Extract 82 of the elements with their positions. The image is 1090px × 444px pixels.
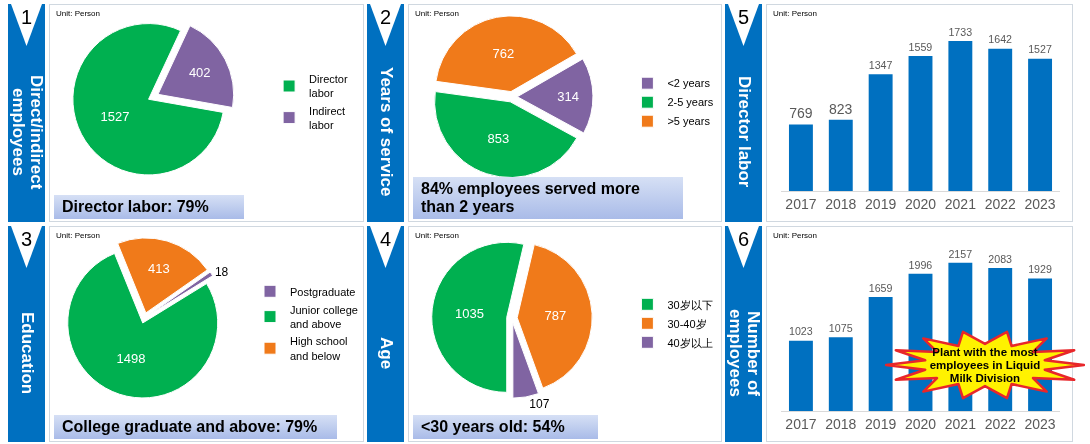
text: 4 (378, 228, 393, 251)
text: Age (376, 336, 396, 370)
data-label: 769 (789, 105, 813, 122)
legend-label: Indirect labor (309, 104, 346, 132)
text: Unit: Person (56, 9, 101, 18)
x-tick-label: 2021 (944, 195, 977, 212)
legend-label: <2 years (667, 77, 711, 90)
text: Years of service (376, 67, 396, 197)
data-label: 1075 (828, 321, 853, 334)
text: Direct/indirect employees (8, 73, 46, 192)
text: 3 (19, 228, 34, 251)
x-tick-label: 2017 (785, 415, 817, 432)
legend-label: 2-5 years (667, 96, 714, 109)
text: 5 (736, 6, 751, 29)
data-label: 402 (188, 65, 211, 81)
x-tick-label: 2023 (1024, 415, 1056, 432)
data-label: 1527 (1028, 43, 1052, 56)
text: Director labor: 79% (54, 195, 244, 219)
data-label: 1559 (908, 40, 933, 53)
bar (988, 48, 1013, 191)
bar (948, 40, 973, 191)
bar (788, 124, 813, 191)
data-label: 1527 (100, 109, 130, 125)
legend-label: 30岁以下 (667, 298, 713, 311)
x-tick-label: 2017 (785, 195, 817, 212)
legend-label: Postgraduate (290, 285, 356, 298)
data-label: 823 (829, 100, 853, 117)
legend-label: High school and below (290, 335, 348, 362)
text: Unit: Person (415, 231, 460, 240)
data-label: 1498 (116, 351, 146, 367)
text: Education (17, 311, 37, 395)
x-tick-label: 2023 (1024, 195, 1056, 212)
x-tick-label: 2018 (825, 195, 857, 212)
text: <30 years old: 54% (413, 415, 598, 439)
data-label: 762 (492, 45, 515, 61)
x-tick-label: 2019 (865, 415, 897, 432)
legend-label: 30-40岁 (667, 317, 707, 330)
x-tick-label: 2022 (984, 195, 1016, 212)
data-label: 2083 (988, 252, 1013, 265)
data-label: 1347 (868, 59, 893, 72)
x-tick-label: 2018 (825, 415, 857, 432)
bar (788, 340, 813, 411)
legend-label: Director labor (309, 73, 348, 100)
x-tick-label: 2022 (984, 415, 1016, 432)
text: Unit: Person (56, 231, 101, 240)
x-tick-label: 2020 (904, 195, 937, 212)
data-label: 2157 (948, 247, 973, 260)
bar (868, 297, 893, 411)
text: 2 (378, 6, 393, 29)
text: Unit: Person (773, 9, 818, 18)
text: Unit: Person (773, 231, 818, 240)
text: 84% employees served more than 2 years (413, 177, 683, 219)
data-label: 1996 (908, 258, 933, 271)
bar (868, 74, 893, 191)
text: 6 (736, 228, 751, 251)
x-tick-label: 2021 (944, 415, 977, 432)
legend-label: >5 years (667, 115, 711, 128)
text: Director labor (734, 76, 754, 188)
text: College graduate and above: 79% (54, 415, 337, 439)
data-label: 107 (529, 396, 550, 411)
data-label: 314 (557, 88, 579, 104)
data-label: 853 (487, 130, 510, 146)
data-label: 1642 (988, 33, 1013, 46)
legend-label: Junior college and above (290, 303, 358, 331)
data-label: 1929 (1028, 263, 1052, 276)
data-label: 1023 (788, 325, 813, 338)
bar (828, 119, 853, 191)
text: Unit: Person (415, 9, 460, 18)
text: 1 (19, 6, 34, 29)
data-label: 787 (544, 307, 567, 323)
data-label: 1659 (868, 281, 893, 294)
x-tick-label: 2019 (865, 195, 897, 212)
data-label: 1035 (455, 305, 484, 321)
x-tick-label: 2020 (904, 415, 937, 432)
data-label: 1733 (948, 25, 973, 38)
bar (1028, 58, 1053, 191)
text: Number of employees (725, 308, 763, 399)
data-label: 18 (214, 264, 229, 279)
legend-label: 40岁以上 (667, 336, 713, 349)
data-label: 413 (148, 261, 170, 277)
bar (908, 55, 933, 191)
bar (828, 337, 853, 411)
